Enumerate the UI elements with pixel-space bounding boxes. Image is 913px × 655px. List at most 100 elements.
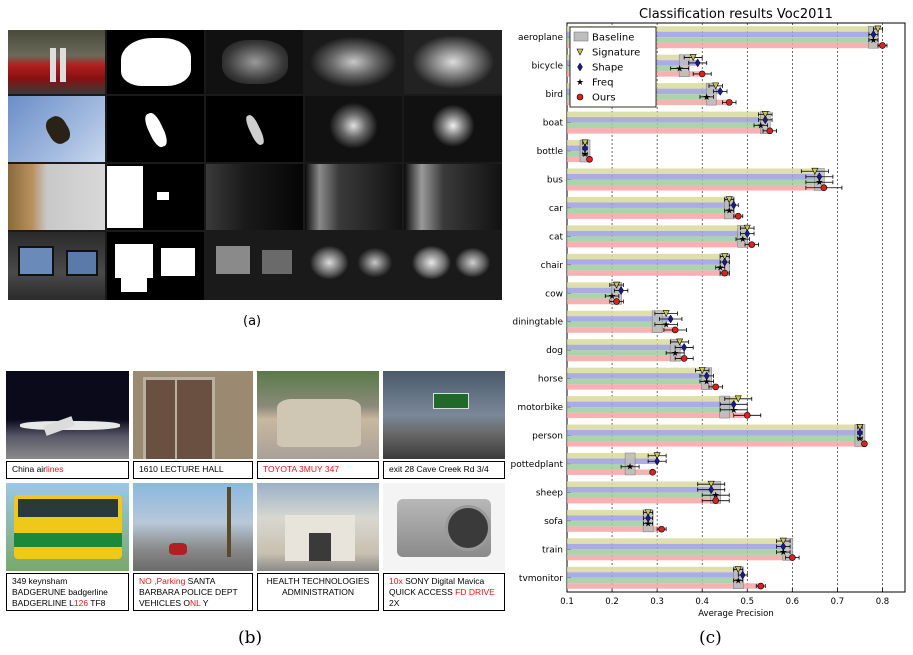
legend-label: Shape bbox=[592, 63, 623, 74]
figure-a-image-grid bbox=[8, 30, 502, 300]
marker-shape bbox=[870, 30, 877, 39]
marker-freq: ★ bbox=[712, 491, 720, 501]
caption-line: 2X bbox=[389, 598, 499, 609]
bar-freq bbox=[567, 407, 734, 413]
marker-signature bbox=[662, 310, 670, 318]
marker-signature bbox=[734, 566, 742, 574]
building-photo bbox=[257, 483, 379, 571]
caption-word-highlight: NL bbox=[190, 598, 201, 608]
bar-signature bbox=[567, 396, 739, 402]
y-tick-label: bus bbox=[547, 175, 563, 185]
y-tick-label: sheep bbox=[536, 488, 563, 498]
marker-ours bbox=[671, 326, 679, 334]
bar-ours bbox=[567, 298, 617, 305]
bar-ours bbox=[567, 441, 865, 447]
marker-ours bbox=[586, 155, 593, 163]
construction-blur-1 bbox=[305, 164, 402, 230]
y-tick-label: bird bbox=[546, 90, 563, 100]
marker-ours bbox=[712, 497, 720, 504]
x-tick-label: 0.4 bbox=[695, 597, 709, 607]
caption-box-1: China airlines bbox=[6, 461, 129, 479]
caption-word: BADGERLINE L bbox=[12, 598, 74, 608]
marker-shape bbox=[857, 428, 863, 438]
y-tick-label: cat bbox=[549, 232, 563, 242]
marker-freq: ★ bbox=[856, 434, 864, 444]
marker-shape bbox=[654, 456, 660, 466]
bar-freq bbox=[567, 435, 860, 442]
bar-ours bbox=[567, 497, 716, 504]
bar-signature bbox=[567, 538, 784, 544]
bar-signature bbox=[567, 253, 725, 260]
legend-label: Baseline bbox=[592, 33, 634, 44]
construction-saliency bbox=[206, 164, 303, 230]
baseline-box bbox=[651, 310, 663, 333]
marker-ours bbox=[721, 269, 729, 277]
marker-ours bbox=[613, 298, 620, 305]
bar-ours bbox=[567, 270, 725, 276]
marker-freq: ★ bbox=[725, 207, 733, 217]
marker-shape bbox=[762, 115, 769, 125]
marker-shape bbox=[780, 542, 787, 552]
bar-ours bbox=[567, 128, 770, 134]
marker-freq: ★ bbox=[734, 577, 742, 587]
x-tick-label: 0.1 bbox=[560, 597, 574, 607]
x-tick-label: 0.2 bbox=[605, 597, 619, 607]
x-tick-label: 0.5 bbox=[741, 597, 755, 607]
marker-ours bbox=[743, 412, 751, 419]
street-photo bbox=[133, 483, 253, 571]
bar-shape bbox=[567, 145, 586, 152]
bar-signature bbox=[567, 111, 766, 118]
caption-word: SONY Digital Mavica bbox=[402, 576, 485, 586]
marker-shape bbox=[618, 286, 624, 295]
bar-freq bbox=[567, 37, 874, 43]
marker-signature bbox=[707, 480, 715, 488]
bar-freq bbox=[567, 151, 586, 157]
car-mask bbox=[107, 30, 204, 94]
caption-word: 1610 LECTURE HALL bbox=[139, 464, 224, 474]
marker-shape bbox=[582, 143, 588, 153]
legend-swatch-ours bbox=[576, 93, 584, 101]
bar-shape bbox=[567, 572, 743, 578]
marker-ours bbox=[766, 127, 774, 135]
marker-ours bbox=[712, 383, 720, 391]
bar-freq bbox=[567, 549, 784, 555]
caption-text-4: exit 28 Cave Creek Rd 3/4 bbox=[389, 464, 499, 475]
bar-shape bbox=[567, 543, 784, 550]
x-tick-label: 0.8 bbox=[876, 597, 890, 607]
eagle-photo bbox=[8, 96, 105, 162]
label-b: (b) bbox=[238, 628, 263, 648]
y-tick-label: pottedplant bbox=[511, 460, 564, 470]
bar-freq bbox=[567, 463, 631, 470]
legend-label: Signature bbox=[592, 48, 640, 59]
eagle-blur-1 bbox=[305, 96, 402, 162]
marker-freq: ★ bbox=[716, 264, 724, 274]
bar-shape bbox=[567, 202, 734, 208]
y-tick-label: motorbike bbox=[517, 403, 563, 413]
marker-ours bbox=[734, 212, 742, 220]
monitors-mask bbox=[107, 232, 204, 300]
caption-text-7: HEALTH TECHNOLOGIES ADMINISTRATION bbox=[263, 576, 373, 598]
bar-shape bbox=[567, 316, 671, 322]
highway-photo bbox=[383, 371, 505, 459]
marker-freq: ★ bbox=[703, 377, 711, 387]
caption-word: TF8 bbox=[88, 598, 106, 608]
marker-signature bbox=[653, 452, 661, 460]
bar-ours bbox=[567, 355, 685, 362]
marker-ours bbox=[725, 99, 733, 106]
y-tick-label: tvmonitor bbox=[519, 574, 563, 584]
caption-text-1: China airlines bbox=[12, 464, 123, 475]
marker-shape bbox=[694, 58, 701, 68]
classification-chart: Classification results Voc2011 0.1 0.2 0.3 0… bbox=[511, 7, 906, 619]
marker-signature bbox=[721, 253, 729, 261]
caption-line: 10x SONY Digital Mavica bbox=[389, 576, 499, 587]
car-photo bbox=[8, 30, 105, 94]
airplane-photo bbox=[6, 371, 129, 459]
car-blur-2 bbox=[404, 30, 502, 94]
bar-signature bbox=[567, 310, 667, 317]
bar-shape bbox=[567, 117, 766, 123]
bar-shape bbox=[567, 230, 748, 237]
y-tick-label: cow bbox=[545, 289, 563, 299]
marker-freq: ★ bbox=[608, 292, 616, 302]
x-axis-label: Average Precision bbox=[698, 609, 774, 619]
marker-freq: ★ bbox=[815, 178, 823, 188]
